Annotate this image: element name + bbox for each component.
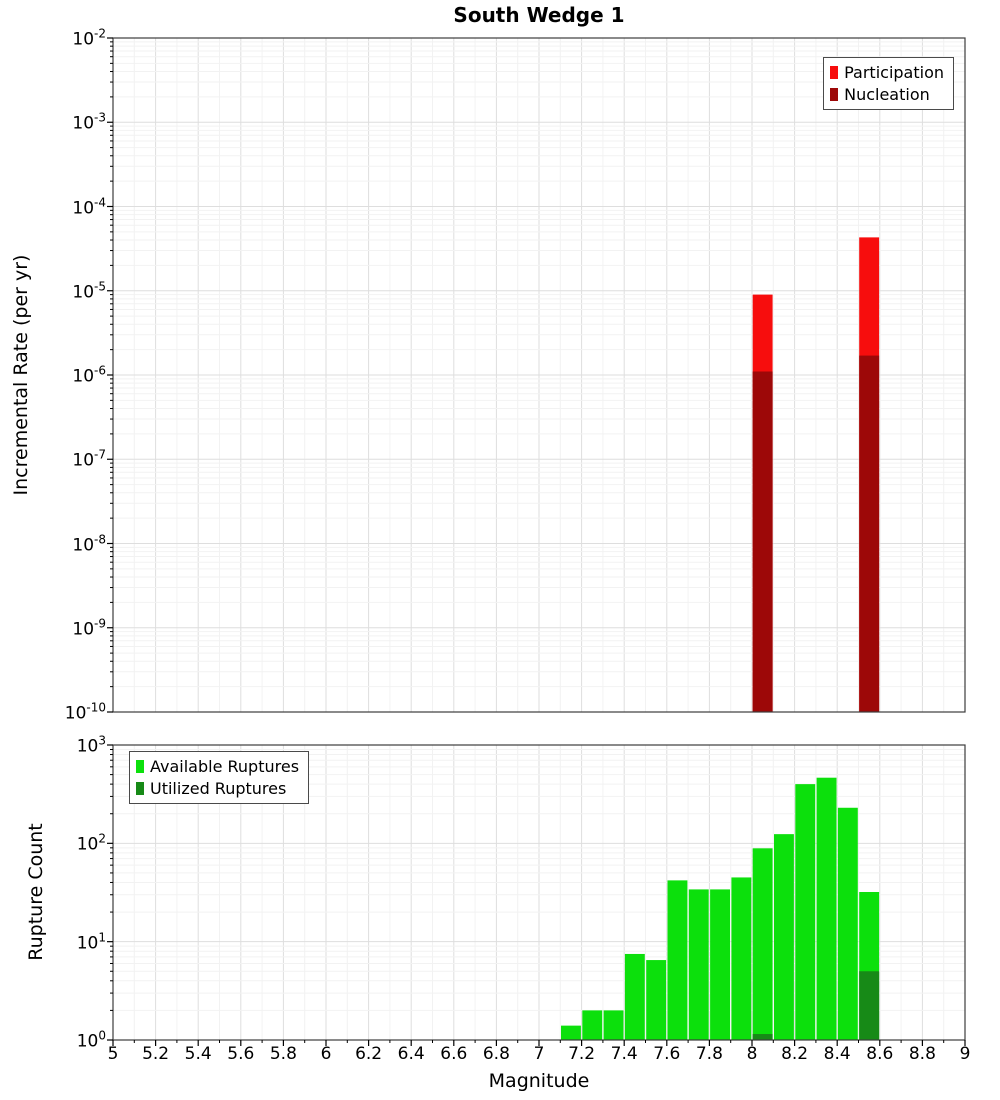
magnitude-tick-label: 5 (107, 1044, 119, 1064)
magnitude-tick-label: 7.4 (610, 1044, 638, 1064)
magnitude-tick-label: 5.8 (269, 1044, 297, 1064)
utilized-ruptures-swatch-icon (136, 782, 144, 795)
magnitude-tick-label: 5.6 (227, 1044, 255, 1064)
rate-axis-tick-label: 10-2 (72, 26, 106, 50)
legend-item-participation: Participation (830, 63, 944, 82)
nucleation-bar (752, 371, 773, 712)
rate-axis-tick-label: 10-5 (72, 279, 106, 303)
chart-title: South Wedge 1 (453, 3, 625, 27)
available-ruptures-bar (837, 807, 858, 1040)
magnitude-tick-label: 6.4 (397, 1044, 425, 1064)
available-ruptures-bar (667, 880, 688, 1040)
rate-axis-tick-label: 10-3 (72, 110, 106, 134)
legend-item-available-ruptures: Available Ruptures (136, 757, 299, 776)
count-axis-tick-label: 102 (76, 832, 106, 855)
magnitude-tick-label: 8 (746, 1044, 758, 1064)
legend-count-plot: Available Ruptures Utilized Ruptures (129, 751, 310, 804)
rate-axis-tick-label: 10-9 (72, 616, 106, 640)
rate-axis-tick-label: 10-6 (72, 363, 106, 387)
rate-axis-tick-label: 10-7 (72, 447, 106, 471)
available-ruptures-bar (646, 960, 667, 1040)
magnitude-tick-label: 7.2 (568, 1044, 596, 1064)
magnitude-tick-label: 7.6 (653, 1044, 681, 1064)
available-ruptures-bar (582, 1010, 603, 1040)
rate-axis-tick-label: 10-4 (72, 195, 106, 218)
magnitude-tick-label: 9 (959, 1044, 971, 1064)
available-ruptures-bar (774, 834, 794, 1040)
magnitude-tick-label: 6 (320, 1044, 332, 1064)
available-ruptures-bar (816, 777, 837, 1040)
nucleation-bar (859, 355, 880, 712)
magnitude-tick-label: 5.4 (184, 1044, 212, 1064)
available-ruptures-bar (752, 848, 773, 1040)
available-ruptures-bar (688, 889, 709, 1040)
available-ruptures-bar (603, 1010, 624, 1040)
magnitude-tick-label: 6.6 (440, 1044, 468, 1064)
rate-axis-tick-label: 10-8 (72, 532, 106, 555)
available-ruptures-bar (731, 877, 752, 1040)
count-axis-tick-label: 100 (76, 1028, 106, 1052)
magnitude-tick-label: 8.6 (866, 1044, 894, 1064)
available-ruptures-bar (561, 1025, 581, 1040)
rate-axis-tick-label: 10-10 (64, 700, 106, 724)
legend-label-utilized-ruptures: Utilized Ruptures (150, 779, 287, 798)
count-axis-tick-label: 103 (76, 733, 106, 757)
magnitude-tick-label: 8.2 (781, 1044, 809, 1064)
available-ruptures-bar (795, 784, 816, 1040)
magnitude-tick-label: 6.2 (355, 1044, 383, 1064)
available-ruptures-bar (710, 889, 730, 1040)
count-axis-tick-label: 101 (76, 930, 106, 953)
available-ruptures-bar (624, 953, 645, 1040)
magnitude-tick-label: 8.8 (908, 1044, 936, 1064)
magnitude-tick-label: 5.2 (142, 1044, 170, 1064)
legend-item-utilized-ruptures: Utilized Ruptures (136, 779, 299, 798)
legend-label-available-ruptures: Available Ruptures (150, 757, 300, 776)
nucleation-swatch-icon (830, 88, 839, 101)
incremental-rate-plot (107, 37, 966, 713)
magnitude-tick-label: 8.4 (823, 1044, 851, 1064)
participation-swatch-icon (830, 66, 839, 79)
magnitude-tick-label: 7 (533, 1044, 545, 1064)
legend-label-participation: Participation (844, 63, 944, 82)
x-axis-label-magnitude: Magnitude (488, 1070, 590, 1092)
legend-item-nucleation: Nucleation (830, 85, 944, 104)
magnitude-tick-label: 7.8 (695, 1044, 723, 1064)
magnitude-tick-label: 6.8 (482, 1044, 510, 1064)
utilized-ruptures-bar (859, 971, 880, 1040)
legend-rate-plot: Participation Nucleation (823, 57, 954, 110)
available-ruptures-swatch-icon (136, 760, 144, 773)
legend-label-nucleation: Nucleation (844, 85, 930, 104)
utilized-ruptures-bar (752, 1034, 773, 1040)
